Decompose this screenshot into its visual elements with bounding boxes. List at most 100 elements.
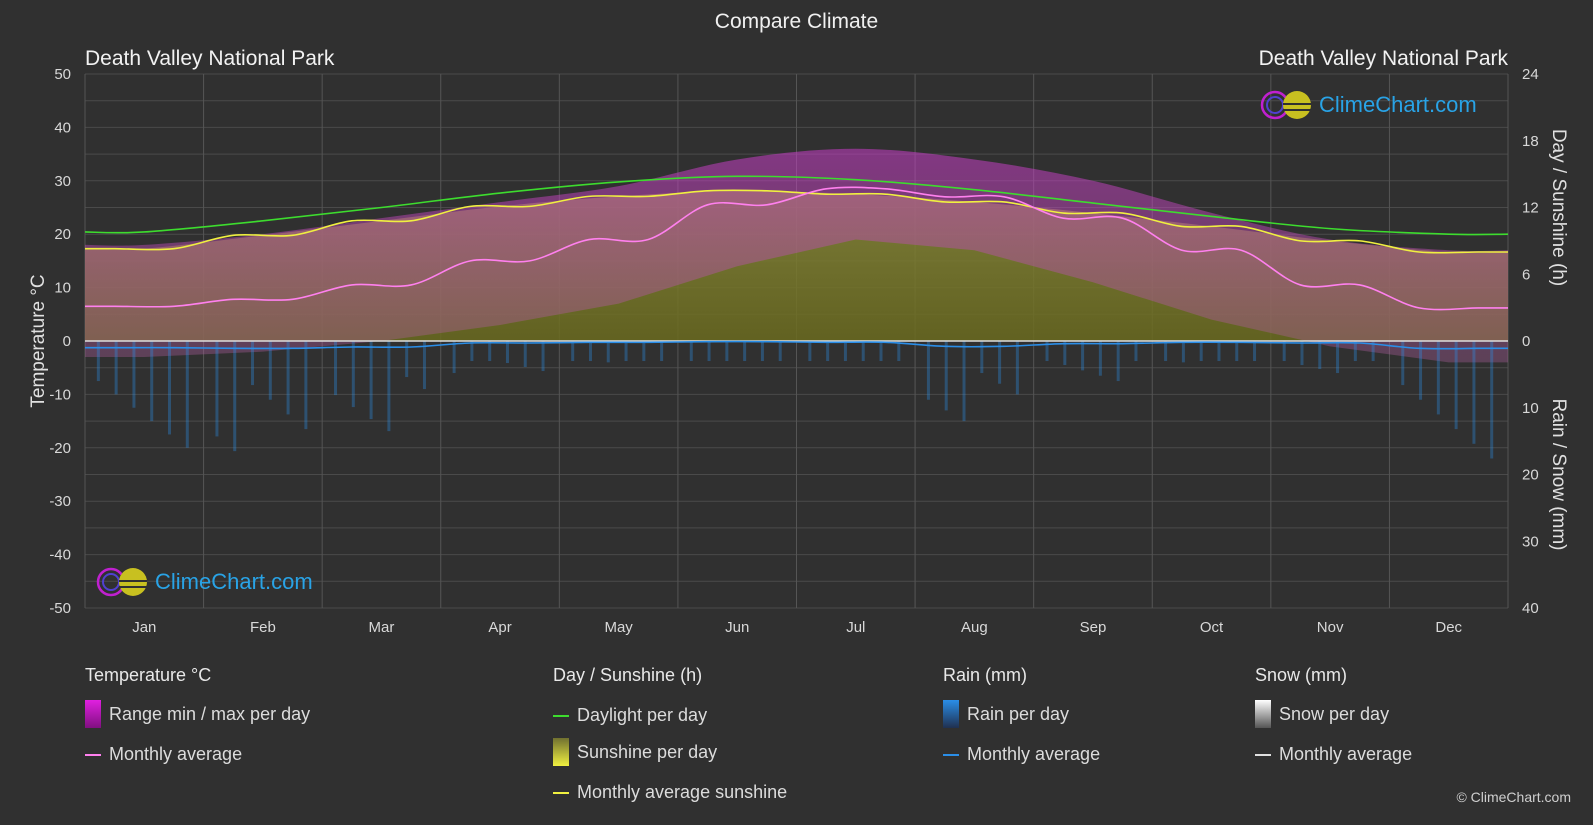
legend-temp-heading: Temperature °C	[85, 665, 212, 685]
y-right-bottom-tick-label: 40	[1522, 600, 1539, 617]
x-tick-label: Aug	[961, 619, 988, 636]
rain-bar	[215, 341, 219, 437]
rain-bar	[168, 341, 172, 435]
sunshine-swatch	[553, 738, 569, 766]
x-tick-label: Mar	[369, 619, 395, 636]
rain-bar	[980, 341, 984, 374]
rain-bar	[1098, 341, 1102, 376]
rain-bar	[1015, 341, 1019, 395]
y-left-tick-label: 0	[63, 333, 71, 350]
x-tick-label: Apr	[488, 619, 511, 636]
rain-bar	[879, 341, 883, 362]
rain-bar	[185, 341, 189, 448]
chart-title: Compare Climate	[714, 10, 879, 33]
legend-label: Monthly average	[1279, 744, 1413, 764]
legend-snow-avg: Monthly average	[1255, 744, 1412, 765]
logo-top[interactable]: ClimeChart.com	[1259, 89, 1477, 121]
y-right-top-tick-label: 18	[1522, 133, 1539, 150]
snow-swatch	[1255, 700, 1271, 728]
logo-icon	[1260, 90, 1311, 120]
rain-bar	[944, 341, 948, 411]
rain-bar	[251, 341, 255, 386]
rain-bar	[286, 341, 290, 415]
x-tick-label: Nov	[1317, 619, 1344, 636]
rain-bar	[998, 341, 1002, 384]
legend-rain-avg: Monthly average	[943, 744, 1100, 765]
logo-bottom[interactable]: ClimeChart.com	[95, 566, 313, 598]
x-tick-label: Jan	[132, 619, 156, 636]
y-right-top-tick-label: 12	[1522, 200, 1539, 217]
rain-bar	[1081, 341, 1085, 371]
y-left-tick-label: -10	[49, 386, 71, 403]
rain-bar	[843, 341, 847, 362]
x-tick-label: Oct	[1200, 619, 1224, 636]
rain-bar	[571, 341, 575, 362]
y-left-tick-label: 30	[54, 173, 71, 190]
rain-bar	[606, 341, 610, 363]
legend-sunshine: Sunshine per day	[553, 738, 717, 766]
rain-bar	[1217, 341, 1221, 362]
rain-swatch	[943, 700, 959, 728]
y-right-bottom-tick-label: 20	[1522, 467, 1539, 484]
y-left-tick-label: 20	[54, 226, 71, 243]
legend-label: Sunshine per day	[577, 741, 718, 762]
copyright: © ClimeChart.com	[1456, 789, 1571, 805]
y-right-bottom-tick-label: 30	[1522, 533, 1539, 550]
rain-avg-line	[85, 340, 1508, 350]
legend-label: Rain per day	[967, 703, 1070, 724]
rain-bar	[1436, 341, 1440, 415]
temp-avg-swatch	[85, 753, 101, 756]
rain-bar	[1063, 341, 1067, 366]
rain-avg-swatch	[943, 753, 959, 756]
rain-bar	[760, 341, 764, 362]
rain-bar	[1235, 341, 1239, 362]
y-left-axis-title: Temperature °C	[28, 274, 49, 407]
rain-bar	[897, 341, 901, 362]
rain-bar	[233, 341, 237, 452]
temp-range-band	[85, 148, 1508, 363]
rain-bar	[334, 341, 338, 396]
rain-bar	[114, 341, 118, 395]
rain-bar	[405, 341, 409, 378]
legend-rain-heading: Rain (mm)	[943, 665, 1027, 685]
location-right: Death Valley National Park	[1258, 47, 1508, 70]
rain-bar	[778, 341, 782, 362]
rain-bar	[743, 341, 747, 362]
rain-bar	[351, 341, 355, 408]
rain-bar	[1490, 341, 1494, 459]
daylight-line	[85, 175, 1508, 236]
y-left-tick-label: 50	[54, 66, 71, 83]
rain-bar	[1419, 341, 1423, 400]
y-left-tick-label: -20	[49, 440, 71, 457]
legend-label: Snow per day	[1279, 703, 1390, 724]
rain-bar	[826, 341, 830, 362]
y-left-tick-label: 10	[54, 280, 71, 297]
rain-bar	[861, 341, 865, 362]
legend-daylight: Daylight per day	[553, 705, 707, 726]
legend-label: Monthly average	[967, 744, 1101, 764]
rain-bar	[1336, 341, 1340, 374]
y-right-top-axis-title: Day / Sunshine (h)	[1548, 129, 1569, 286]
rain-bar	[541, 341, 545, 372]
x-tick-label: Sep	[1080, 619, 1107, 636]
y-right-top-tick-label: 0	[1522, 333, 1530, 350]
sun-avg-swatch	[553, 791, 569, 794]
legend-label: Range min / max per day	[109, 703, 311, 724]
rain-bar	[808, 341, 812, 362]
daylight-swatch	[553, 714, 569, 717]
temp-avg-line	[85, 186, 1508, 311]
rain-bar	[150, 341, 154, 422]
x-tick-label: Feb	[250, 619, 276, 636]
rain-bar	[369, 341, 373, 420]
legend-snow-per-day: Snow per day	[1255, 700, 1389, 728]
x-tick-label: Dec	[1435, 619, 1462, 636]
legend-temp-avg: Monthly average	[85, 744, 242, 765]
x-tick-label: Jun	[725, 619, 749, 636]
rain-bar	[1045, 341, 1049, 362]
y-left-tick-label: -30	[49, 493, 71, 510]
rain-bar	[452, 341, 456, 374]
temp-range-swatch	[85, 700, 101, 728]
y-left-tick-label: -50	[49, 600, 71, 617]
logo-icon	[96, 567, 147, 597]
